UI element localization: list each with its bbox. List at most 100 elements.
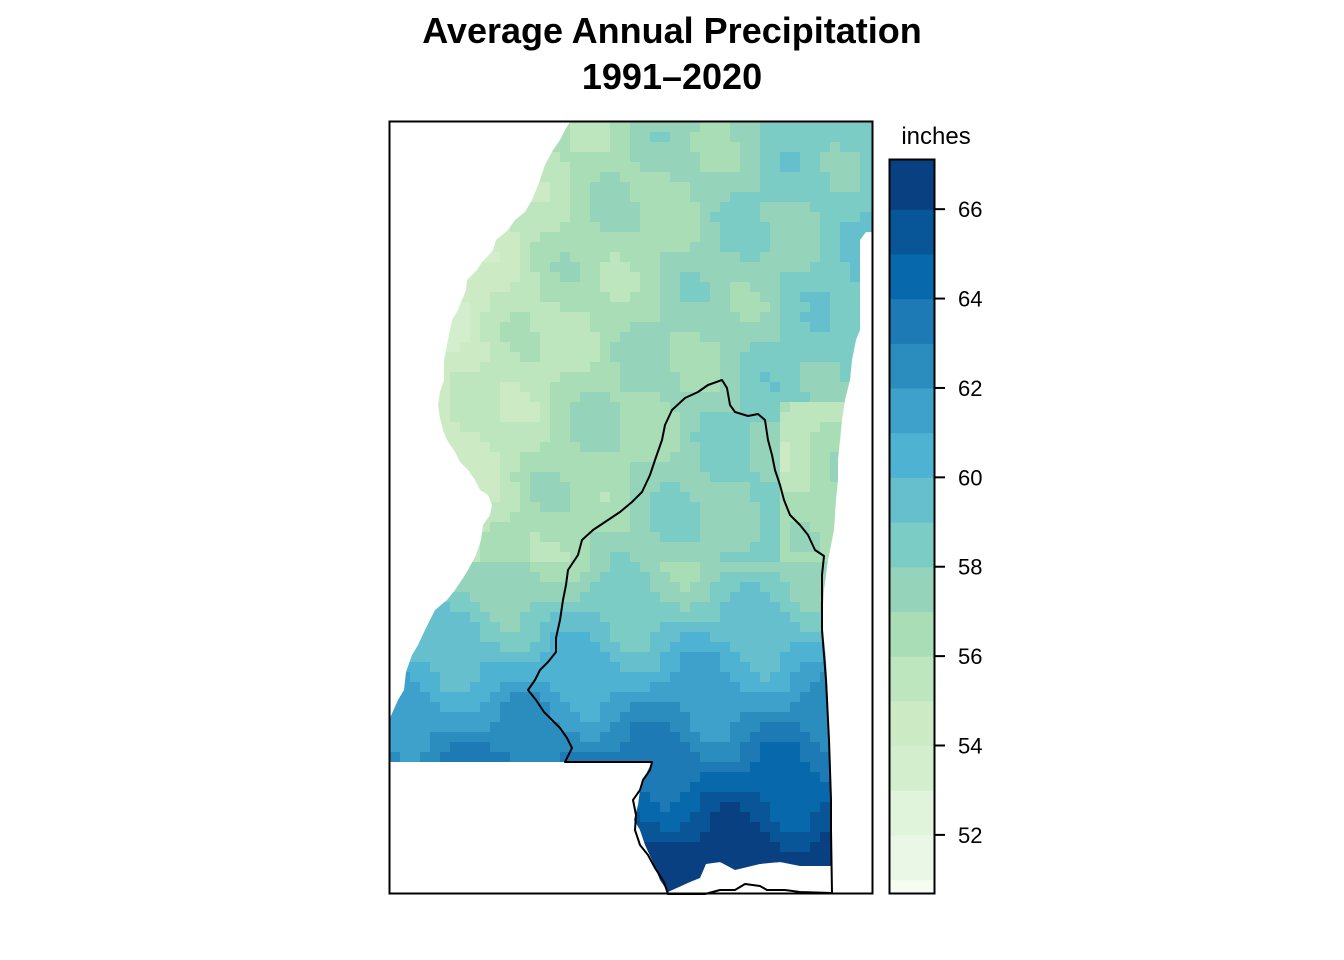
raster-cell: [660, 372, 671, 383]
raster-cell: [850, 422, 861, 433]
raster-cell: [710, 472, 721, 483]
raster-cell: [440, 822, 451, 833]
raster-cell: [490, 422, 501, 433]
raster-cell: [630, 872, 641, 883]
raster-cell: [400, 762, 411, 773]
raster-cell: [520, 252, 531, 263]
raster-cell: [790, 782, 801, 793]
raster-cell: [840, 242, 851, 253]
raster-cell: [600, 342, 611, 353]
raster-cell: [550, 802, 561, 813]
raster-cell: [590, 372, 601, 383]
raster-cell: [760, 132, 771, 143]
raster-cell: [510, 302, 521, 313]
raster-cell: [840, 542, 851, 553]
raster-cell: [870, 182, 872, 193]
raster-cell: [820, 262, 831, 273]
raster-cell: [620, 152, 631, 163]
legend-tick-label: 52: [958, 823, 982, 848]
raster-cell: [650, 622, 661, 633]
raster-cell: [720, 232, 731, 243]
raster-cell: [800, 352, 811, 363]
raster-cell: [440, 582, 451, 593]
raster-cell: [860, 702, 871, 713]
raster-cell: [410, 772, 421, 783]
raster-cell: [810, 362, 821, 373]
raster-cell: [390, 142, 401, 153]
raster-cell: [490, 152, 501, 163]
raster-cell: [660, 822, 671, 833]
legend-tick-label: 64: [958, 287, 982, 312]
raster-cell: [720, 832, 731, 843]
raster-cell: [500, 172, 511, 183]
raster-cell: [670, 612, 681, 623]
raster-cell: [860, 762, 871, 773]
raster-cell: [540, 532, 551, 543]
raster-cell: [590, 412, 601, 423]
precipitation-raster: [390, 122, 872, 892]
raster-cell: [450, 822, 461, 833]
raster-cell: [740, 512, 751, 523]
raster-cell: [680, 462, 691, 473]
raster-cell: [570, 602, 581, 613]
raster-cell: [550, 702, 561, 713]
raster-cell: [770, 352, 781, 363]
raster-cell: [460, 182, 471, 193]
raster-cell: [660, 332, 671, 343]
raster-cell: [750, 602, 761, 613]
raster-cell: [570, 182, 581, 193]
raster-cell: [690, 352, 701, 363]
raster-cell: [740, 482, 751, 493]
raster-cell: [850, 122, 861, 133]
raster-cell: [410, 762, 421, 773]
raster-cell: [640, 442, 651, 453]
raster-cell: [440, 492, 451, 503]
raster-cell: [590, 732, 601, 743]
raster-cell: [430, 832, 441, 843]
raster-cell: [440, 592, 451, 603]
raster-cell: [730, 622, 741, 633]
raster-cell: [730, 782, 741, 793]
raster-cell: [840, 762, 851, 773]
raster-cell: [660, 342, 671, 353]
raster-cell: [430, 882, 441, 892]
raster-cell: [740, 392, 751, 403]
raster-cell: [820, 652, 831, 663]
raster-cell: [540, 882, 551, 892]
raster-cell: [670, 822, 681, 833]
raster-cell: [850, 662, 861, 673]
raster-cell: [670, 832, 681, 843]
raster-cell: [780, 652, 791, 663]
raster-cell: [560, 532, 571, 543]
raster-cell: [410, 342, 421, 353]
raster-cell: [730, 842, 741, 853]
raster-cell: [780, 612, 791, 623]
raster-cell: [460, 742, 471, 753]
raster-cell: [670, 652, 681, 663]
raster-cell: [650, 272, 661, 283]
raster-cell: [410, 292, 421, 303]
raster-cell: [580, 312, 591, 323]
raster-cell: [470, 222, 481, 233]
raster-cell: [580, 122, 591, 133]
raster-cell: [580, 522, 591, 533]
raster-cell: [430, 622, 441, 633]
raster-cell: [500, 732, 511, 743]
raster-cell: [650, 722, 661, 733]
raster-cell: [420, 612, 431, 623]
raster-cell: [660, 322, 671, 333]
raster-cell: [470, 402, 481, 413]
raster-cell: [770, 712, 781, 723]
raster-cell: [840, 362, 851, 373]
raster-cell: [680, 702, 691, 713]
raster-cell: [760, 462, 771, 473]
raster-cell: [440, 182, 451, 193]
raster-cell: [550, 442, 561, 453]
raster-cell: [470, 392, 481, 403]
raster-cell: [570, 482, 581, 493]
raster-cell: [660, 152, 671, 163]
raster-cell: [490, 512, 501, 523]
raster-cell: [760, 602, 771, 613]
raster-cell: [570, 522, 581, 533]
raster-cell: [670, 882, 681, 892]
